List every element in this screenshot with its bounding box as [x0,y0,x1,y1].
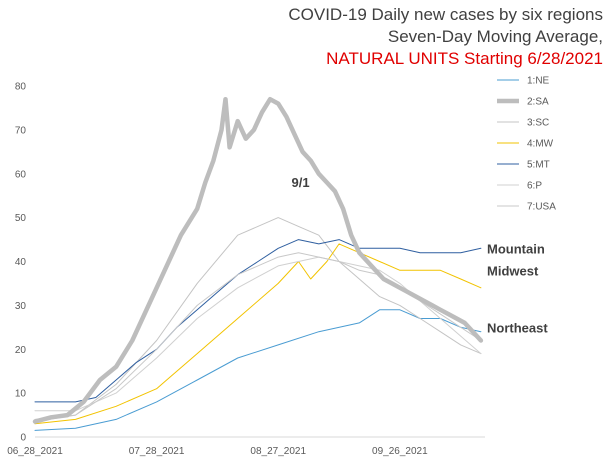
series-line-3sc [34,217,482,423]
series-line-1ne [34,309,482,431]
y-tick-label: 70 [15,125,27,136]
chart-title-block: COVID-19 Daily new cases by six regions … [273,4,603,70]
y-tick-label: 0 [20,433,26,444]
legend-label: 6:P [527,181,542,192]
x-tick-label: 07_28_2021 [129,446,185,457]
y-tick-label: 30 [15,301,27,312]
legend-label: 4:MW [527,139,554,150]
series-line-2sa [32,96,484,424]
legend-label: 1:NE [527,76,550,87]
annotation-label: Midwest [487,263,539,278]
annotation-label: 9/1 [292,175,310,190]
legend-label: 5:MT [527,160,550,171]
y-tick-label: 10 [15,389,27,400]
annotation-label: Mountain [487,241,545,256]
legend-label: 2:SA [527,97,549,108]
y-tick-label: 50 [15,213,27,224]
legend-label: 3:SC [527,118,549,129]
annotation-label: Northeast [487,320,548,335]
chart-subtitle-red: NATURAL UNITS Starting 6/28/2021 [326,49,603,68]
chart-subtitle: Seven-Day Moving Average, [387,27,603,46]
series-line-6p [34,256,482,412]
x-tick-label: 08_27_2021 [250,446,306,457]
chart-title: COVID-19 Daily new cases by six regions [288,5,603,24]
y-tick-label: 60 [15,169,27,180]
x-tick-label: 06_28_2021 [7,446,63,457]
series-line-5mt [34,239,482,403]
series-line-7usa [34,252,482,420]
legend-label: 7:USA [527,202,556,213]
x-tick-label: 09_26_2021 [372,446,428,457]
y-tick-label: 80 [15,82,27,93]
series-line-4mw [34,243,482,425]
y-tick-label: 40 [15,257,27,268]
y-tick-label: 20 [15,345,27,356]
